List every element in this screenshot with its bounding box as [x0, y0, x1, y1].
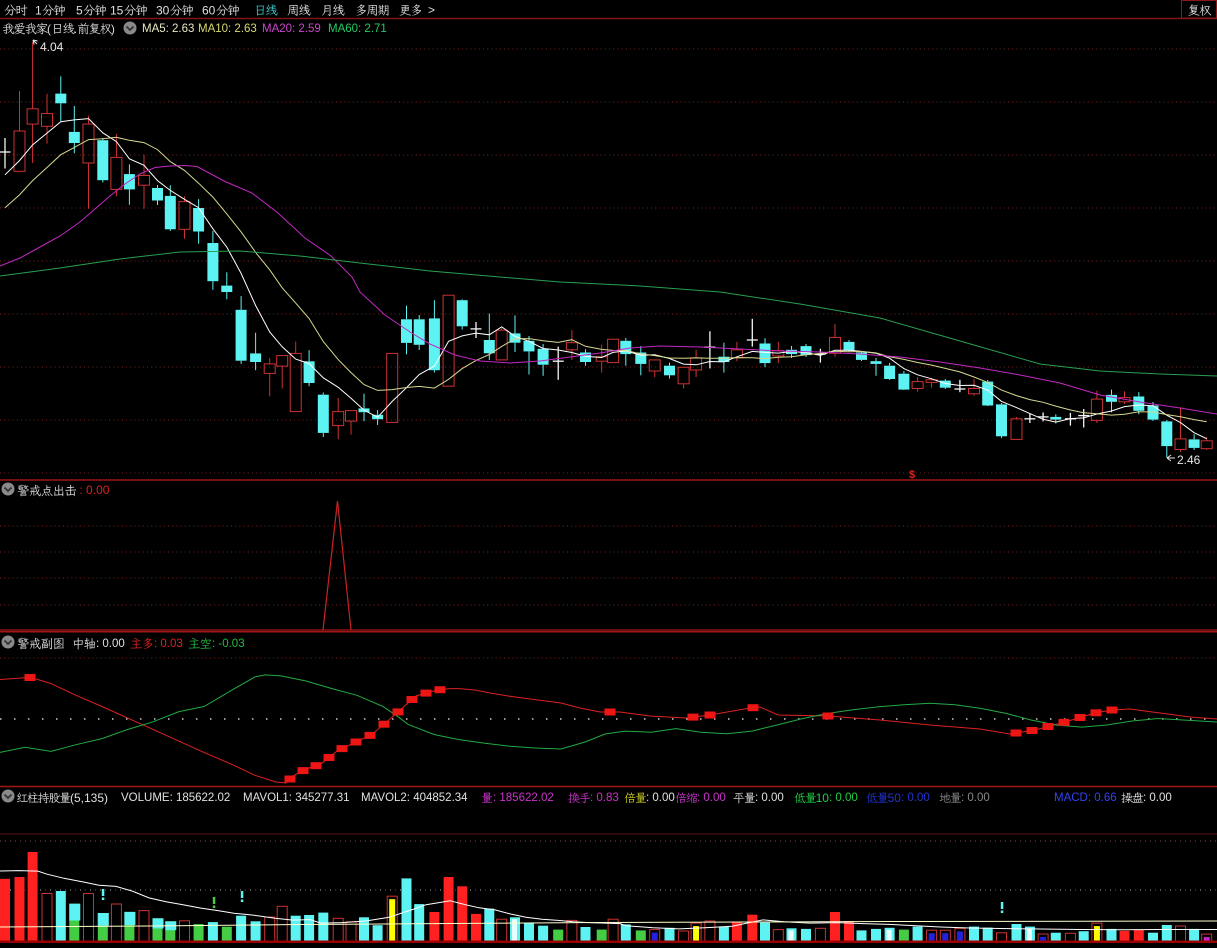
svg-text:2.46: 2.46 [1177, 453, 1201, 467]
svg-text:4.04: 4.04 [40, 40, 64, 54]
svg-text:MAVOL2: 404852.34: MAVOL2: 404852.34 [361, 792, 468, 804]
svg-text:15: 15 [110, 4, 124, 18]
svg-text:60: 60 [202, 4, 216, 18]
svg-text:: 0.00: : 0.00 [697, 792, 726, 804]
svg-text:MA5: 2.63: MA5: 2.63 [142, 23, 194, 35]
svg-text:MACD: 0.66: MACD: 0.66 [1054, 792, 1117, 804]
svg-text:: 0.83: : 0.83 [590, 792, 619, 804]
svg-text:5: 5 [76, 4, 83, 18]
svg-text:$: $ [909, 469, 915, 481]
svg-text:50: 50 [888, 791, 902, 805]
svg-text:.: . [74, 22, 77, 36]
svg-text:30: 30 [156, 4, 170, 18]
svg-text:MAVOL1: 345277.31: MAVOL1: 345277.31 [243, 792, 350, 804]
svg-text:: 0.00: : 0.00 [961, 792, 990, 804]
svg-text:: 0.00: : 0.00 [1143, 792, 1172, 804]
svg-text:: 0.00: : 0.00 [901, 792, 930, 804]
svg-text:MA60: 2.71: MA60: 2.71 [328, 23, 387, 35]
svg-text:(: ( [47, 22, 51, 36]
svg-text:: 0.00: : 0.00 [829, 792, 858, 804]
svg-text:: -0.03: : -0.03 [212, 638, 245, 650]
svg-text:MA10: 2.63: MA10: 2.63 [198, 23, 257, 35]
svg-text:>: > [428, 3, 435, 17]
svg-text:MA20: 2.59: MA20: 2.59 [262, 23, 321, 35]
svg-text:: 0.00: : 0.00 [646, 792, 675, 804]
svg-text:VOLUME: 185622.02: VOLUME: 185622.02 [121, 792, 230, 804]
svg-text:(5,135): (5,135) [70, 791, 108, 805]
svg-text:: 0.03: : 0.03 [154, 638, 183, 650]
svg-text:1: 1 [35, 4, 42, 18]
svg-text:): ) [111, 22, 115, 36]
svg-text:: 0.00: : 0.00 [96, 638, 125, 650]
svg-text:: 0.00: : 0.00 [755, 792, 784, 804]
svg-text:10: 10 [816, 791, 830, 805]
svg-text:: 0.00: : 0.00 [79, 483, 109, 497]
svg-text:: 185622.02: : 185622.02 [493, 792, 554, 804]
